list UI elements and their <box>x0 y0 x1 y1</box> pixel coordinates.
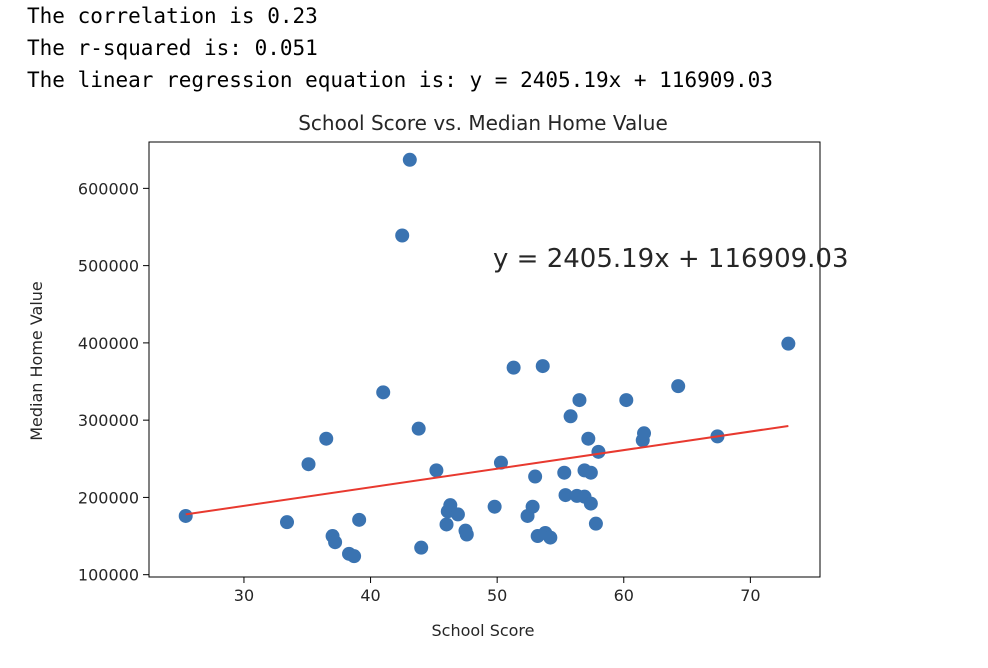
data-point <box>376 385 391 400</box>
data-point <box>557 465 572 480</box>
data-point <box>528 469 543 484</box>
data-point <box>411 421 426 436</box>
y-axis-label: Median Home Value <box>27 281 46 441</box>
data-point <box>487 499 502 514</box>
regression-annotation: y = 2405.19x + 116909.03 <box>493 244 849 274</box>
data-point <box>572 393 587 408</box>
r-squared-output: The r-squared is: 0.051 <box>27 36 318 60</box>
x-tick-label: 60 <box>614 586 634 605</box>
data-point <box>581 431 596 446</box>
data-point <box>352 512 367 527</box>
y-tick-label: 400000 <box>78 334 139 353</box>
data-point <box>558 488 573 503</box>
data-point <box>671 379 686 394</box>
plot-frame <box>148 141 821 578</box>
regression-equation-output: The linear regression equation is: y = 2… <box>27 68 773 92</box>
data-point <box>439 517 454 532</box>
correlation-output: The correlation is 0.23 <box>27 4 318 28</box>
data-point <box>619 393 634 408</box>
data-point <box>543 530 558 545</box>
y-tick-label: 600000 <box>78 179 139 198</box>
data-point <box>563 409 578 424</box>
data-point <box>301 457 316 472</box>
regression-line <box>185 424 789 516</box>
data-point <box>535 359 550 374</box>
data-point <box>459 527 474 542</box>
data-point <box>588 516 603 531</box>
data-point <box>402 152 417 167</box>
data-point <box>525 499 540 514</box>
data-point <box>443 498 458 513</box>
data-point <box>328 535 343 550</box>
data-point <box>493 455 508 470</box>
data-point <box>450 507 465 522</box>
chart-title: School Score vs. Median Home Value <box>298 111 668 135</box>
data-point <box>583 465 598 480</box>
data-point <box>279 515 294 530</box>
x-axis-label: School Score <box>431 621 534 640</box>
x-tick-label: 40 <box>360 586 380 605</box>
data-point <box>429 463 444 478</box>
data-point <box>781 336 796 351</box>
y-tick-label: 200000 <box>78 488 139 507</box>
y-tick-label: 100000 <box>78 566 139 585</box>
x-tick-label: 70 <box>740 586 760 605</box>
data-point <box>395 228 410 243</box>
y-tick-label: 500000 <box>78 257 139 276</box>
data-point <box>414 540 429 555</box>
y-tick-label: 300000 <box>78 411 139 430</box>
data-point <box>591 444 606 459</box>
data-point <box>583 496 598 511</box>
plot-area: 30 40 50 60 70 100000 200000 300000 400000 500000… <box>78 141 821 605</box>
data-point <box>637 426 652 441</box>
x-tick-label: 30 <box>234 586 254 605</box>
data-point <box>506 360 521 375</box>
data-point <box>178 508 193 523</box>
data-point <box>347 549 362 564</box>
x-tick-label: 50 <box>487 586 507 605</box>
data-point <box>319 431 334 446</box>
